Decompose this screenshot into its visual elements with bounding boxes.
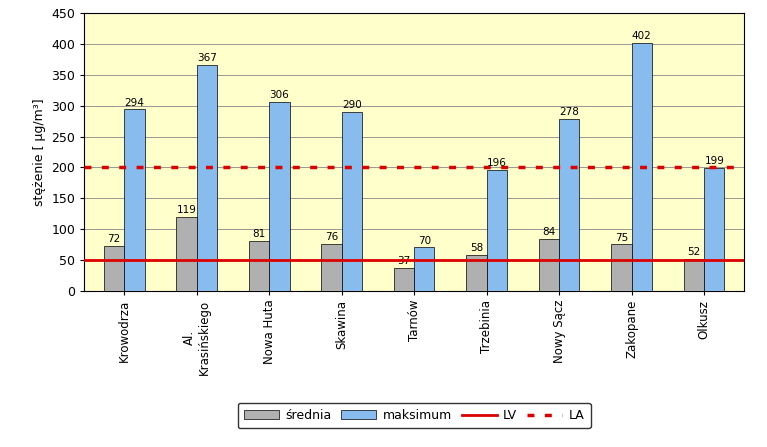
Bar [466, 255, 487, 291]
Bar [394, 268, 414, 291]
Text: 72: 72 [107, 234, 120, 245]
Text: 70: 70 [418, 236, 431, 245]
Bar [684, 258, 704, 291]
Text: 278: 278 [559, 107, 579, 118]
Bar [632, 43, 652, 291]
Text: 81: 81 [252, 229, 265, 239]
Bar [341, 112, 362, 291]
Bar [704, 168, 724, 291]
Text: 84: 84 [542, 227, 555, 237]
Text: 119: 119 [176, 206, 196, 215]
Bar [487, 170, 507, 291]
Bar [539, 239, 559, 291]
Text: 306: 306 [269, 90, 289, 100]
Bar [196, 64, 217, 291]
Text: 196: 196 [487, 158, 507, 168]
Bar [176, 217, 196, 291]
Text: 294: 294 [124, 97, 144, 108]
Text: 75: 75 [615, 232, 628, 243]
Bar [249, 240, 269, 291]
Text: 290: 290 [342, 100, 362, 110]
Text: 37: 37 [397, 256, 410, 266]
Legend: średnia, maksimum, LV, LA: średnia, maksimum, LV, LA [238, 403, 591, 428]
Bar [321, 244, 341, 291]
Text: 402: 402 [632, 31, 652, 41]
Bar [104, 246, 124, 291]
Text: 199: 199 [704, 156, 724, 166]
Bar [611, 245, 632, 291]
Text: 76: 76 [325, 232, 338, 242]
Bar [269, 102, 289, 291]
Bar [124, 110, 144, 291]
Text: 52: 52 [687, 247, 700, 257]
Bar [414, 248, 434, 291]
Bar [559, 119, 579, 291]
Text: 58: 58 [470, 243, 483, 253]
Text: 367: 367 [197, 53, 217, 63]
Y-axis label: stężenie [ µg/m³]: stężenie [ µg/m³] [33, 98, 46, 206]
